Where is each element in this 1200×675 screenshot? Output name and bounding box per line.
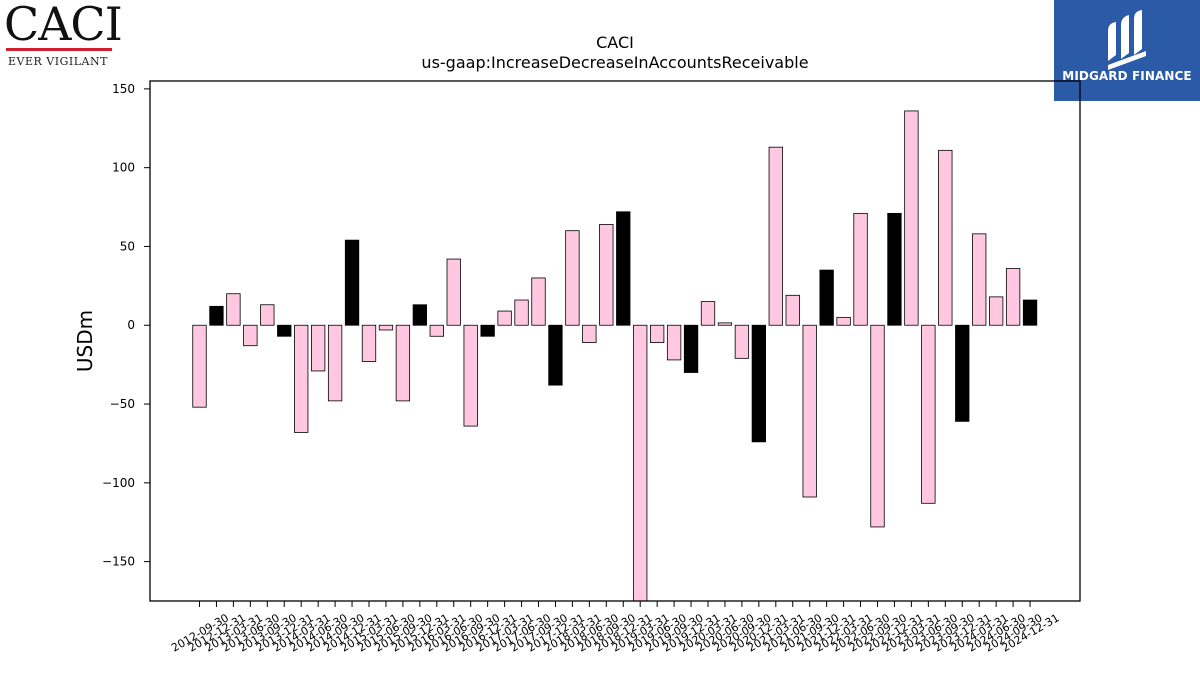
bar-2013-09-30 xyxy=(260,304,275,326)
chart-subtitle: us-gaap:IncreaseDecreaseInAccountsReceiv… xyxy=(421,53,808,72)
bar-2018-03-31 xyxy=(565,230,580,326)
bar-2021-12-31 xyxy=(819,269,834,326)
bar-2019-09-30 xyxy=(666,324,682,361)
bar-2014-09-30 xyxy=(327,324,343,402)
bar-2024-12-31 xyxy=(1022,299,1038,326)
y-tick-label: 0 xyxy=(127,318,135,332)
bar-2023-06-30 xyxy=(921,324,936,504)
bar-2023-12-31 xyxy=(955,324,970,422)
bar-2022-12-31 xyxy=(887,212,902,326)
bar-2022-06-30 xyxy=(853,212,868,326)
bar-2020-09-30 xyxy=(734,324,750,359)
bar-2022-09-30 xyxy=(870,324,885,528)
bar-2014-12-31 xyxy=(344,239,360,326)
bar-2016-12-31 xyxy=(480,324,495,337)
bar-2019-12-31 xyxy=(683,324,699,373)
brand-name: MIDGARD FINANCE xyxy=(1062,69,1192,83)
y-tick-label: 100 xyxy=(112,161,135,175)
bar-2018-12-31 xyxy=(616,211,631,326)
bar-2013-03-31 xyxy=(226,293,241,326)
bar-2012-09-30 xyxy=(192,324,207,408)
logo-red-rule xyxy=(6,48,112,51)
plot-frame xyxy=(149,80,1081,602)
y-tick-label: −150 xyxy=(102,555,135,569)
bar-2014-06-30 xyxy=(310,324,326,372)
brand-logo: MIDGARD FINANCE xyxy=(1054,0,1200,101)
chart-title: CACI xyxy=(596,33,634,52)
x-axis: 2012-09-302012-12-312013-03-312013-06-30… xyxy=(169,601,1062,655)
bar-2023-09-30 xyxy=(938,149,953,326)
brand-mark-icon xyxy=(1108,10,1146,70)
bars-group xyxy=(192,110,1038,602)
bar-2017-03-31 xyxy=(497,310,512,326)
logo-tagline: EVER VIGILANT xyxy=(8,55,108,68)
bar-2021-09-30 xyxy=(802,324,817,498)
bar-2017-06-30 xyxy=(514,299,529,326)
bar-2017-12-31 xyxy=(548,324,563,386)
bar-2019-03-31 xyxy=(633,324,648,602)
bar-2023-03-31 xyxy=(904,110,919,326)
bar-2013-12-31 xyxy=(277,324,292,337)
bar-2024-09-30 xyxy=(1005,268,1021,326)
bar-2012-12-31 xyxy=(209,305,224,326)
bar-2015-09-30 xyxy=(395,324,411,402)
bar-2013-06-30 xyxy=(243,324,258,347)
bar-2016-03-31 xyxy=(429,324,444,337)
bar-2016-06-30 xyxy=(446,258,461,326)
bar-2024-03-31 xyxy=(972,233,987,326)
bar-2024-06-30 xyxy=(989,296,1004,326)
bar-2021-06-30 xyxy=(785,294,800,326)
bar-2021-03-31 xyxy=(768,146,783,326)
bar-2018-06-30 xyxy=(582,324,597,343)
bar-2020-12-31 xyxy=(751,324,766,443)
bar-2020-06-30 xyxy=(717,322,733,326)
bar-2015-03-31 xyxy=(361,324,377,362)
bar-2022-03-31 xyxy=(836,316,851,326)
company-logo: CACI EVER VIGILANT xyxy=(4,1,123,68)
bar-2015-06-30 xyxy=(378,324,394,331)
bar-2017-09-30 xyxy=(531,277,546,326)
y-tick-label: −50 xyxy=(110,397,135,411)
y-tick-label: 150 xyxy=(112,82,135,96)
y-tick-label: −100 xyxy=(102,476,135,490)
logo-wordmark: CACI xyxy=(4,0,123,51)
bar-2018-09-30 xyxy=(599,223,614,326)
y-axis: 150 100 50 0 −50 −100 −150 xyxy=(102,82,150,569)
bar-2015-12-31 xyxy=(412,304,428,326)
y-tick-label: 50 xyxy=(120,239,135,253)
bar-2014-03-31 xyxy=(294,324,309,433)
y-axis-label: USDm xyxy=(73,310,97,372)
bar-2020-03-31 xyxy=(700,301,716,326)
bar-2019-06-30 xyxy=(650,324,665,343)
bar-2016-09-30 xyxy=(463,324,478,427)
